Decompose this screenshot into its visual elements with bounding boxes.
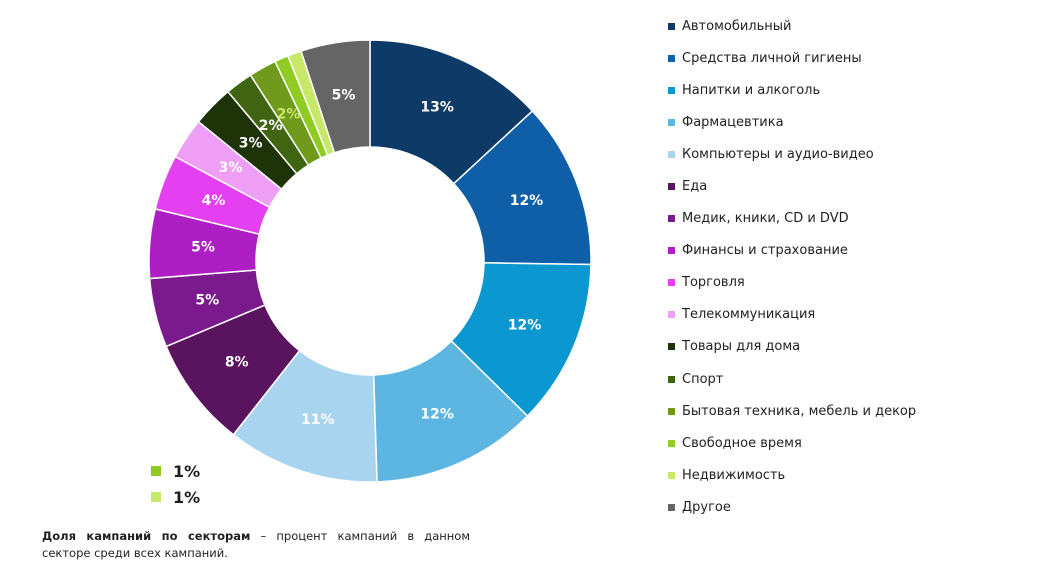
legend-item: Бытовая техника, мебель и декор: [668, 395, 916, 427]
legend-item: Недвижимость: [668, 459, 916, 491]
legend-item: Свободное время: [668, 427, 916, 459]
legend-swatch: [668, 215, 675, 223]
outside-label-swatch: [151, 466, 161, 476]
outside-label-text: 1%: [173, 461, 201, 481]
legend-swatch: [668, 86, 675, 94]
legend-label: Другое: [682, 499, 731, 515]
slice-value-label: 3%: [239, 136, 263, 152]
outside-label-text: 1%: [173, 487, 201, 507]
legend-item: Еда: [668, 170, 916, 202]
legend-item: Другое: [668, 491, 916, 523]
legend-item: Фармацевтика: [668, 106, 916, 138]
legend-swatch: [668, 503, 675, 511]
caption-text: – процент кампаний в данном секторе сред…: [42, 529, 471, 560]
legend-item: Товары для дома: [668, 331, 916, 363]
legend-swatch: [668, 407, 675, 415]
chart-caption: Доля кампаний по секторам – процент камп…: [42, 528, 470, 562]
slice-value-label: 5%: [332, 88, 356, 104]
legend-label: Финансы и страхование: [682, 243, 848, 259]
slice-value-label: 12%: [420, 406, 454, 422]
slice-value-label: 2%: [259, 118, 283, 134]
legend-item: Спорт: [668, 363, 916, 395]
legend-swatch: [668, 375, 675, 383]
legend-swatch: [668, 247, 675, 255]
legend-label: Фармацевтика: [682, 114, 784, 130]
donut-slice: [300, 39, 371, 154]
legend-item: Финансы и страхование: [668, 235, 916, 267]
legend-label: Товары для дома: [682, 339, 801, 355]
outside-label-free-time: 1%: [151, 458, 200, 484]
legend-label: Недвижимость: [682, 467, 786, 483]
legend-swatch: [668, 343, 675, 351]
legend-label: Компьютеры и аудио-видео: [682, 146, 874, 162]
legend-swatch: [668, 150, 675, 158]
legend-swatch: [668, 439, 675, 447]
legend-swatch: [668, 22, 675, 30]
slice-value-label: 12%: [510, 193, 544, 209]
donut-slices: [148, 39, 592, 483]
legend-item: Напитки и алкоголь: [668, 74, 916, 106]
legend-swatch: [668, 279, 675, 287]
legend-swatch: [668, 471, 675, 479]
legend-swatch: [668, 183, 675, 191]
legend-item: Телекоммуникация: [668, 299, 916, 331]
legend-label: Средства личной гигиены: [682, 50, 862, 66]
legend-item: Медик, кники, CD и DVD: [668, 203, 916, 235]
legend-label: Еда: [682, 179, 708, 195]
slice-value-label: 5%: [195, 292, 219, 308]
slice-value-label: 5%: [191, 240, 215, 256]
legend-item: Автомобильный: [668, 10, 916, 42]
legend-label: Напитки и алкоголь: [682, 82, 821, 98]
caption-bold: Доля кампаний по секторам: [42, 529, 251, 543]
legend-swatch: [668, 118, 675, 126]
legend-item: Компьютеры и аудио-видео: [668, 138, 916, 170]
legend-item: Торговля: [668, 267, 916, 299]
legend-label: Бытовая техника, мебель и декор: [682, 403, 917, 419]
slice-value-label: 11%: [301, 412, 335, 428]
legend-label: Автомобильный: [682, 18, 792, 34]
legend-label: Телекоммуникация: [682, 307, 816, 323]
donut-value-labels: 13% 12% 12% 12% 11% 8% 5% 5% 4% 3% 3% 2%2% 5%: [191, 88, 543, 429]
legend-label: Свободное время: [682, 435, 802, 451]
outside-label-real-estate: 1%: [151, 484, 200, 510]
legend-item: Средства личной гигиены: [668, 42, 916, 74]
legend-swatch: [668, 54, 675, 62]
slice-value-label: 4%: [202, 193, 226, 209]
chart-legend: Автомобильный Средства личной гигиены Напи…: [668, 10, 916, 524]
slice-value-label: 3%: [219, 160, 243, 176]
donut-chart: 13% 12% 12% 12% 11% 8% 5% 5% 4% 3% 3% 2%2% 5%: [148, 39, 592, 483]
slice-value-label: 8%: [225, 354, 249, 370]
outside-labels: 1% 1%: [151, 458, 200, 510]
legend-label: Торговля: [682, 275, 745, 291]
legend-label: Спорт: [682, 371, 724, 387]
slice-value-label: 12%: [508, 318, 542, 334]
slice-value-label: 13%: [420, 100, 454, 116]
outside-label-swatch: [151, 492, 161, 502]
legend-label: Медик, кники, CD и DVD: [682, 211, 849, 227]
slice-value-label: 2%: [277, 107, 301, 123]
legend-swatch: [668, 311, 675, 319]
